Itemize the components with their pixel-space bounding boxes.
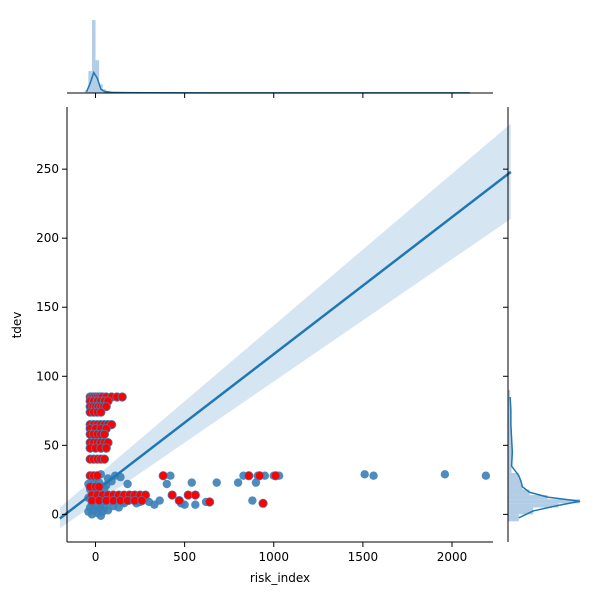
top-marginal-histogram [67,20,493,98]
scatter-point-50 [248,496,256,504]
x-hist-bar-2 [92,20,96,93]
highlight-point-87 [175,496,183,504]
scatter-point-58 [441,470,449,478]
scatter-point-57 [369,472,377,480]
scatter-point-56 [360,470,368,478]
main-scatter-plot: 0 500 1000 1500 2000 0 50 100 150 200 250 [36,107,511,564]
highlight-point-94 [271,472,279,480]
y-hist-bar-7 [508,478,521,484]
scatter-point-60 [88,510,96,518]
regression-line [60,172,511,519]
y-hist-bar-0 [508,514,519,521]
highlight-point-89 [191,491,199,499]
y-tick-label-0: 0 [51,507,59,521]
x-tick-label-1: 500 [173,550,196,564]
highlight-point-59 [100,455,108,463]
right-marginal-histogram [503,107,580,542]
scatter-point-31 [123,480,131,488]
scatter-point-48 [234,478,242,486]
x-tick-label-4: 2000 [437,550,468,564]
highlight-point-85 [159,472,167,480]
highlight-point-84 [138,496,146,504]
y-tick-label-2: 100 [36,369,59,383]
y-tick-label-5: 250 [36,162,59,176]
highlight-point-86 [168,491,176,499]
x-tick-label-3: 1500 [348,550,379,564]
x-axis-label: risk_index [250,571,310,585]
highlight-point-62 [93,472,101,480]
scatter-point-47 [213,478,221,486]
highlight-point-11 [118,393,126,401]
highlight-point-92 [255,472,263,480]
highlight-point-44 [100,430,108,438]
scatter-point-59 [482,472,490,480]
y-tick-label-3: 150 [36,300,59,314]
highlight-point-90 [205,498,213,506]
scatter-point-44 [188,478,196,486]
x-kde-line [87,73,470,93]
y-axis-label: tdev [10,312,24,339]
scatter-point-61 [97,512,105,520]
highlight-point-28 [97,408,105,416]
y-tick-label-1: 50 [44,438,59,452]
highlight-point-65 [95,483,103,491]
scatter-point-39 [155,496,163,504]
scatter-point-40 [163,480,171,488]
y-hist-bar-6 [508,484,522,490]
highlight-point-93 [259,499,267,507]
highlight-point-91 [245,472,253,480]
scatter-point-45 [191,501,199,509]
y-tick-label-4: 200 [36,231,59,245]
highlight-point-54 [102,444,110,452]
x-tick-label-0: 0 [92,550,100,564]
x-tick-label-2: 1000 [258,550,289,564]
